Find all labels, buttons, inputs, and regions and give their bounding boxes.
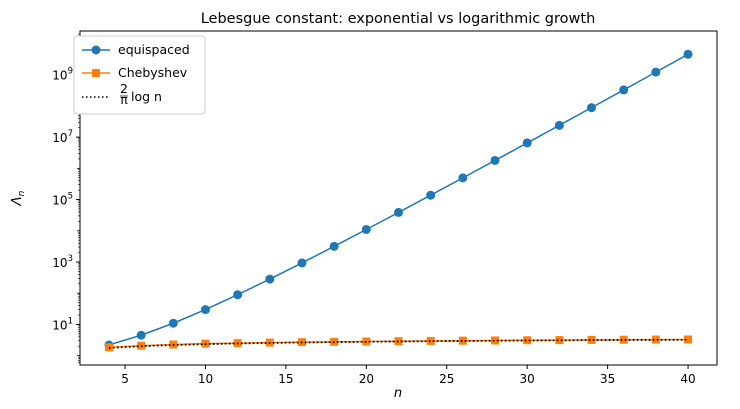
x-tick-label: 30 xyxy=(520,372,535,386)
point-equispaced xyxy=(619,85,629,95)
point-equispaced xyxy=(651,67,661,77)
legend: equispaced Chebyshev 2 π log n xyxy=(73,35,206,115)
legend-marker-equispaced xyxy=(91,45,101,55)
legend-frac-num: 2 xyxy=(120,81,128,96)
point-chebyshev xyxy=(426,336,435,345)
point-equispaced xyxy=(394,207,403,217)
x-tick-label: 5 xyxy=(121,372,129,386)
point-equispaced xyxy=(297,258,307,268)
plot-area xyxy=(104,49,693,352)
chart-title: Lebesgue constant: exponential vs logari… xyxy=(201,11,596,27)
point-equispaced xyxy=(136,330,146,340)
x-tick-label: 40 xyxy=(680,372,695,386)
x-axis-label: n xyxy=(394,386,402,401)
x-tick-label: 15 xyxy=(278,372,293,386)
point-chebyshev xyxy=(523,336,532,345)
point-equispaced xyxy=(554,120,564,130)
legend-frac-den: π xyxy=(120,92,128,107)
point-equispaced xyxy=(458,173,468,183)
point-chebyshev xyxy=(619,335,628,344)
point-chebyshev xyxy=(684,335,693,344)
x-tick-label: 35 xyxy=(600,372,615,386)
point-equispaced xyxy=(329,241,339,251)
legend-marker-chebyshev xyxy=(92,69,100,77)
legend-label-equispaced: equispaced xyxy=(118,42,190,57)
series-line-log-overlay xyxy=(108,338,689,349)
y-tick-label: 107 xyxy=(52,129,73,145)
legend-label-chebyshev: Chebyshev xyxy=(118,65,188,80)
x-tick-label: 10 xyxy=(198,372,213,386)
y-axis-label-main: Λ xyxy=(10,196,25,206)
point-equispaced xyxy=(361,224,371,234)
y-tick-label: 105 xyxy=(52,192,73,208)
y-axis-label-sub: n xyxy=(17,190,27,196)
point-equispaced xyxy=(265,274,275,284)
point-chebyshev xyxy=(394,337,403,346)
point-equispaced xyxy=(426,190,436,200)
point-chebyshev xyxy=(651,335,660,344)
y-tick-label: 109 xyxy=(52,67,73,83)
y-axis-label: Λn xyxy=(10,190,27,206)
point-equispaced xyxy=(587,103,597,113)
point-chebyshev xyxy=(458,336,467,345)
legend-box xyxy=(73,35,206,115)
point-chebyshev xyxy=(587,335,596,344)
point-equispaced xyxy=(168,318,178,328)
x-axis: 5 10 15 20 25 30 35 40 xyxy=(121,365,696,386)
point-chebyshev xyxy=(555,336,564,345)
axes-frame xyxy=(79,30,718,366)
point-equispaced xyxy=(490,155,500,165)
y-tick-label: 101 xyxy=(52,316,73,332)
svg-text:Λn: Λn xyxy=(10,190,27,206)
x-tick-label: 25 xyxy=(439,372,454,386)
y-tick-label: 103 xyxy=(52,254,73,270)
point-equispaced xyxy=(522,138,532,148)
point-equispaced xyxy=(233,290,243,300)
x-tick-label: 20 xyxy=(359,372,374,386)
point-equispaced xyxy=(683,49,693,59)
legend-label-log: log n xyxy=(131,89,162,104)
point-chebyshev xyxy=(491,336,500,345)
point-equispaced xyxy=(200,305,210,315)
